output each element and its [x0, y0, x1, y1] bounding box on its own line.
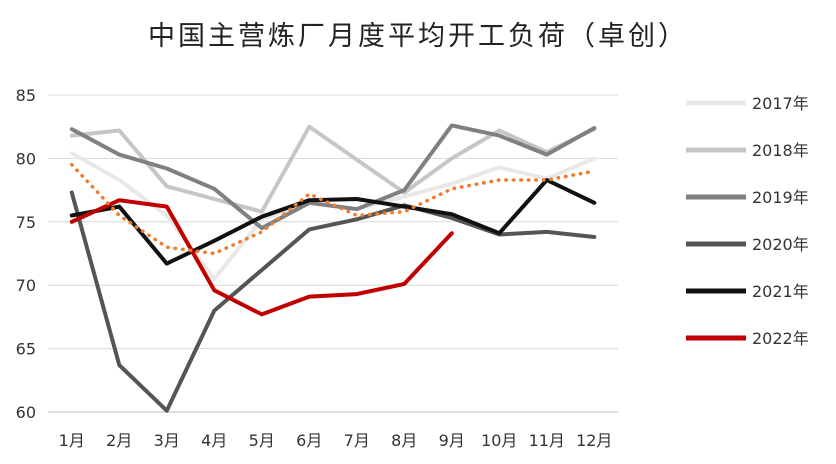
- legend-label: 2022年: [752, 329, 809, 348]
- y-tick-label: 65: [16, 340, 36, 359]
- y-tick-label: 70: [16, 276, 36, 295]
- x-tick-label: 1月: [59, 431, 85, 450]
- legend-label: 2018年: [752, 141, 809, 160]
- x-tick-label: 11月: [529, 431, 565, 450]
- legend-label: 2020年: [752, 235, 809, 254]
- series-line-2022年: [69, 198, 454, 317]
- y-tick-label: 80: [16, 149, 36, 168]
- x-tick-label: 3月: [154, 431, 180, 450]
- axes: 60 65 70 75 80 85 1月 2月 3月 4月 5月 6月 7月 8月 9月 10月 11月 12月: [16, 86, 613, 450]
- series-line-2020年: [69, 190, 597, 413]
- series-line-2018年: [69, 124, 597, 214]
- legend-label: 2017年: [752, 94, 809, 113]
- series-line-2021年: [69, 178, 597, 266]
- series-lines: [69, 123, 597, 413]
- series-line-average: [70, 162, 597, 256]
- x-tick-label: 7月: [344, 431, 370, 450]
- x-tick-label: 6月: [296, 431, 322, 450]
- x-tick-label: 4月: [201, 431, 227, 450]
- x-tick-label: 8月: [391, 431, 417, 450]
- x-tick-label: 2月: [106, 431, 132, 450]
- x-tick-label: 5月: [249, 431, 275, 450]
- legend: 2017年 2018年 2019年 2020年 2021年 2022年: [686, 94, 809, 348]
- x-tick-label: 9月: [439, 431, 465, 450]
- legend-label: 2021年: [752, 282, 809, 301]
- chart-title: 中国主营炼厂月度平均开工负荷（卓创）: [148, 21, 688, 52]
- gridlines: [48, 94, 618, 413]
- y-tick-label: 85: [16, 86, 36, 105]
- x-tick-label: 10月: [481, 431, 517, 450]
- legend-label: 2019年: [752, 188, 809, 207]
- y-tick-label: 60: [16, 403, 36, 422]
- y-tick-label: 75: [16, 213, 36, 232]
- x-tick-label: 12月: [576, 431, 612, 450]
